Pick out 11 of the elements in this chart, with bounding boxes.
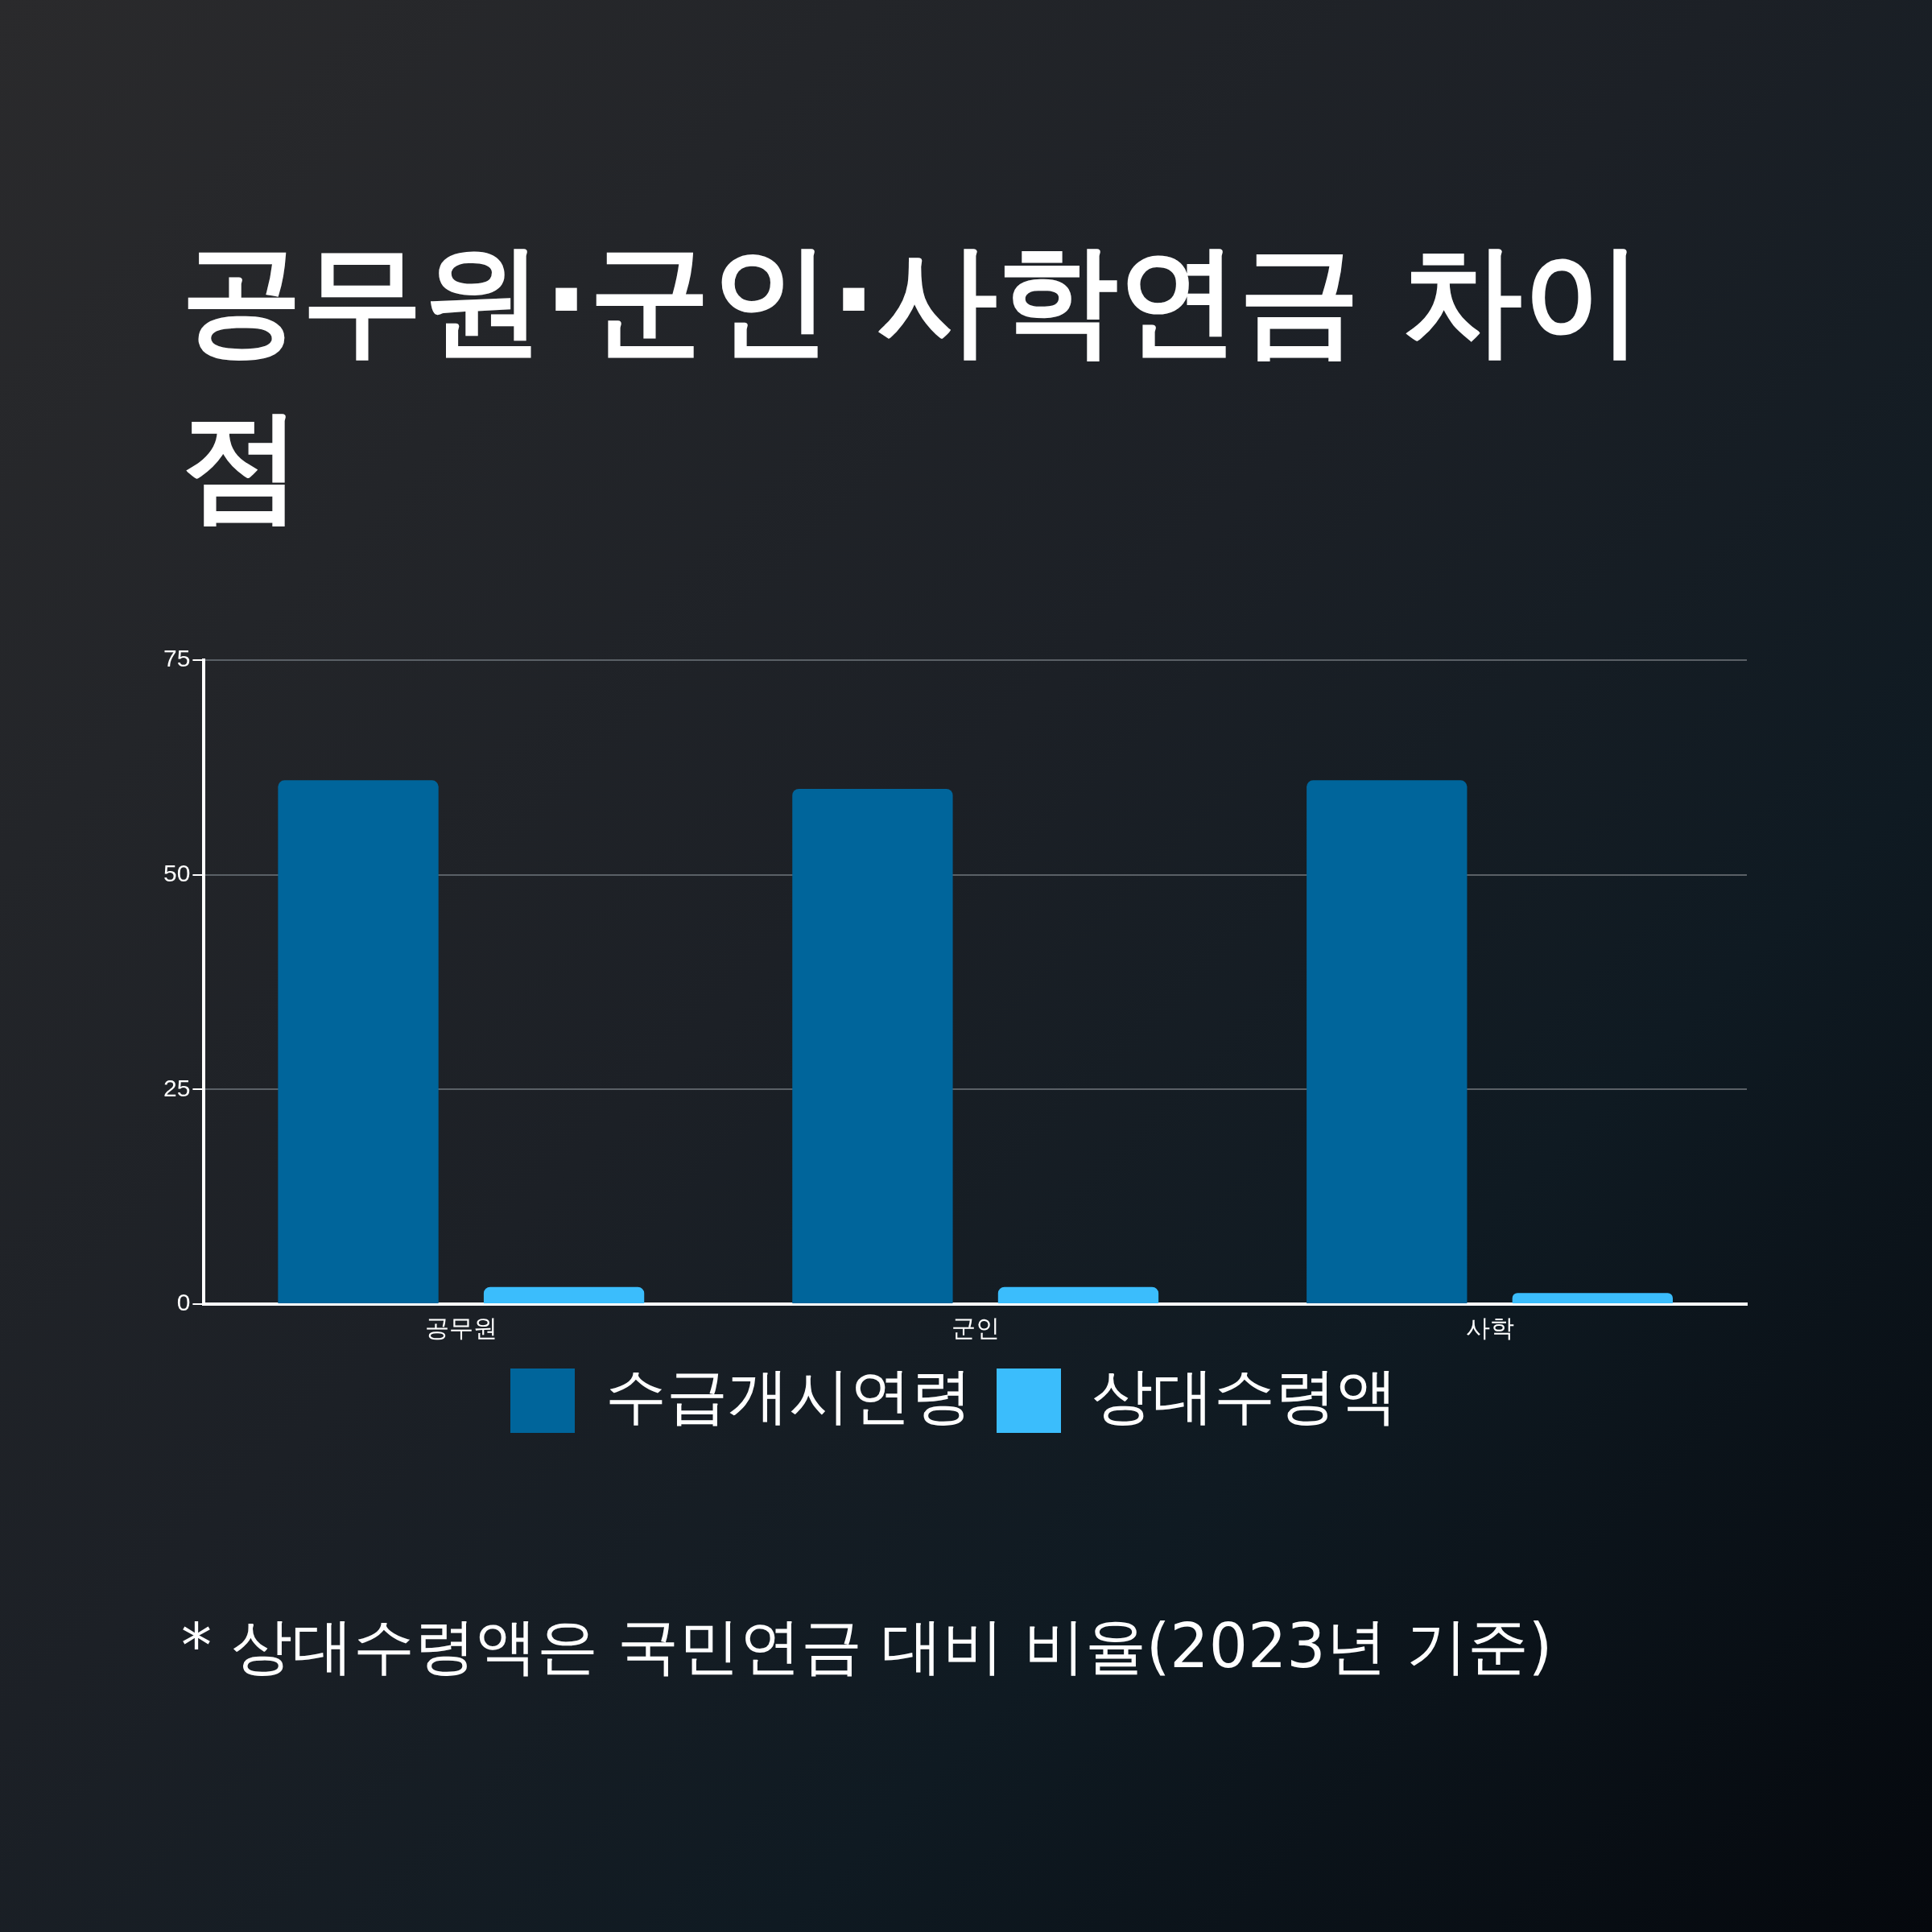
text: * 상대수령액은 국민연금 대비 비율(2023년 기준) (181, 1609, 1553, 1683)
y-tick-label: 50 (163, 859, 191, 886)
x-tick-label: 군인 (951, 1315, 1000, 1342)
y-tick-label: 0 (176, 1289, 191, 1316)
y-tick-label: 75 (163, 645, 191, 672)
x-tick-label: 사학 (1465, 1315, 1514, 1342)
legend-label: 수급개시연령 (605, 1359, 972, 1431)
x-tick-label: 공무원 (424, 1315, 497, 1342)
legend-label: 상대수령액 (1092, 1359, 1397, 1431)
chart-title: 공무원·군인·사학연금 차이점 (181, 229, 1645, 536)
y-tick-label: 25 (163, 1074, 191, 1101)
